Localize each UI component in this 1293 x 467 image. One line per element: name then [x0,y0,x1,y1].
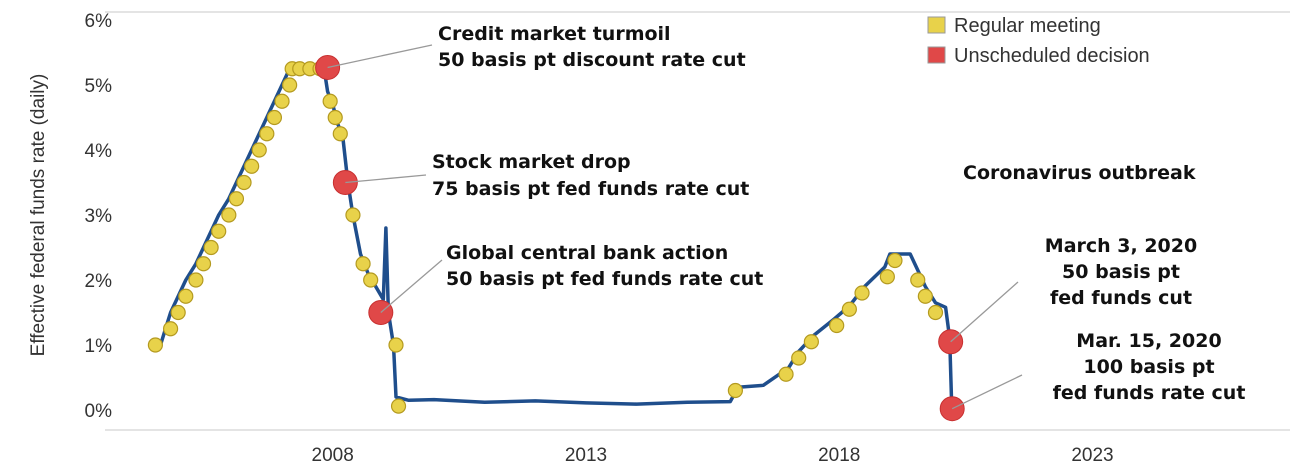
legend: Regular meeting Unscheduled decision [928,15,1150,67]
x-tick-label: 2018 [818,445,860,466]
y-tick-labels: 0% 1% 2% 3% 4% 5% 6% [85,11,113,422]
regular-meeting-marker [880,270,894,284]
annotation-leader-line [345,175,426,183]
regular-meeting-marker [911,273,925,287]
annotation-leader-line [381,260,442,313]
y-tick-label: 0% [85,401,113,422]
annotation-line: 100 basis pt [1083,356,1214,378]
regular-meeting-marker [164,322,178,336]
regular-meeting-marker [792,351,806,365]
regular-meeting-marker [855,286,869,300]
annotation: Mar. 15, 2020 100 basis pt fed funds rate … [1053,330,1246,404]
y-axis-label: Effective federal funds rate (daily) [28,74,49,357]
annotation-line: 50 basis pt [1062,261,1180,283]
regular-meeting-marker [389,338,403,352]
annotation-leader-line [951,282,1018,342]
regular-meeting-marker [267,111,281,125]
regular-meeting-marker [260,127,274,141]
annotation-line: Coronavirus outbreak [963,162,1196,184]
regular-meeting-marker [323,94,337,108]
y-tick-label: 1% [85,336,113,357]
x-tick-label: 2023 [1071,445,1113,466]
legend-swatch [928,47,945,63]
regular-meeting-marker [237,176,251,190]
annotation-line: 75 basis pt fed funds rate cut [432,178,749,200]
annotation-line: 50 basis pt fed funds rate cut [446,268,763,290]
y-tick-label: 6% [85,11,113,32]
regular-meeting-marker [197,257,211,271]
regular-meeting-marker [229,192,243,206]
regular-meeting-marker [356,257,370,271]
annotation-leader-line [328,45,432,67]
annotations-group: Credit market turmoil 50 basis pt discoun… [432,23,1245,404]
regular-meeting-marker [842,302,856,316]
regular-meeting-marker [779,367,793,381]
y-tick-label: 2% [85,271,113,292]
annotation-line: Credit market turmoil [438,23,671,45]
regular-meeting-marker [346,208,360,222]
annotation: Credit market turmoil 50 basis pt discoun… [438,23,746,71]
annotation-line: fed funds rate cut [1053,382,1246,404]
regular-meeting-marker [245,159,259,173]
regular-meeting-marker [283,78,297,92]
regular-meeting-marker [392,399,406,413]
regular-meeting-marker [148,338,162,352]
annotation-line: Mar. 15, 2020 [1076,330,1221,352]
x-tick-label: 2008 [312,445,354,466]
regular-meeting-marker [830,319,844,333]
y-tick-label: 4% [85,141,113,162]
annotation-line: Global central bank action [446,242,728,264]
y-tick-label: 3% [85,206,113,227]
regular-meeting-marker [928,306,942,320]
x-tick-labels: 2008 2013 2018 2023 [312,445,1114,466]
annotation-leader-lines [328,45,1022,409]
regular-meeting-marker [222,208,236,222]
regular-meeting-marker [179,289,193,303]
legend-swatch [928,17,945,33]
annotation-leader-line [952,375,1022,409]
annotation-line: Stock market drop [432,151,631,173]
annotation-line: March 3, 2020 [1045,235,1197,257]
annotation-line: 50 basis pt discount rate cut [438,49,746,71]
regular-meeting-marker [918,289,932,303]
regular-meeting-marker [333,127,347,141]
regular-meeting-marker [364,273,378,287]
regular-meeting-marker [252,143,266,157]
regular-meeting-marker [171,306,185,320]
regular-meeting-marker [728,384,742,398]
legend-label: Unscheduled decision [954,45,1150,67]
annotation: Stock market drop 75 basis pt fed funds r… [432,151,749,200]
x-tick-label: 2013 [565,445,607,466]
annotation-line: fed funds cut [1050,287,1192,309]
annotation: Global central bank action 50 basis pt fe… [446,242,763,290]
regular-meeting-marker [888,254,902,268]
regular-meeting-marker [212,224,226,238]
y-tick-label: 5% [85,76,113,97]
annotation: March 3, 2020 50 basis pt fed funds cut [1045,235,1197,309]
regular-meeting-marker [189,273,203,287]
regular-meeting-marker [328,111,342,125]
regular-meeting-marker [275,94,289,108]
legend-label: Regular meeting [954,15,1101,37]
regular-meeting-marker [804,335,818,349]
regular-meeting-marker [204,241,218,255]
annotation: Coronavirus outbreak [963,162,1196,184]
